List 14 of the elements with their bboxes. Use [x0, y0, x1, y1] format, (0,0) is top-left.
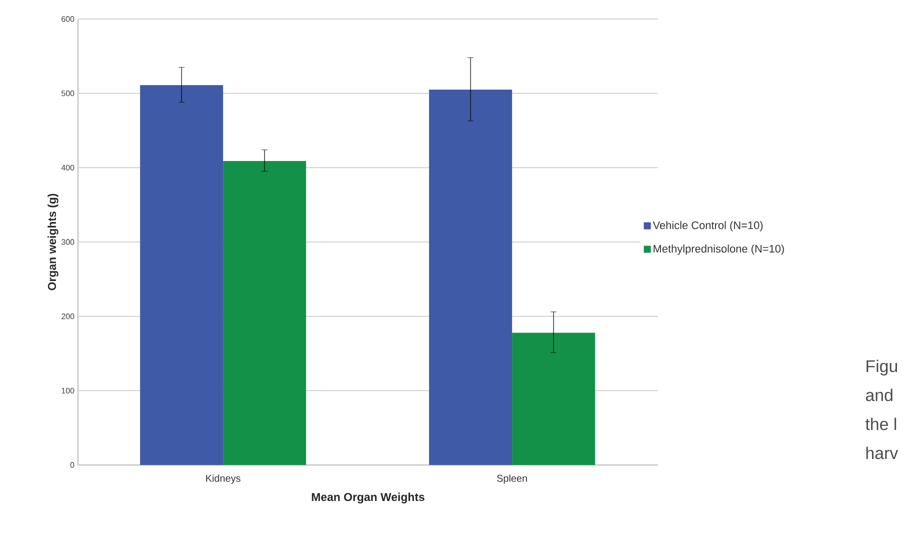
x-tick-label: Spleen [497, 474, 527, 484]
bar [140, 85, 224, 465]
bar [429, 90, 512, 465]
legend-label: Vehicle Control (N=10) [652, 221, 763, 232]
x-tick-label: Kidneys [206, 474, 240, 484]
text: the l [865, 418, 896, 430]
x-axis-title: Mean Organ Weights [312, 492, 424, 504]
text: harv [866, 446, 898, 460]
text: and [866, 388, 892, 402]
y-axis-title: Organ weights (g) [48, 194, 58, 290]
text: Figu [866, 360, 898, 376]
legend-label: Methylprednisolone (N=10) [654, 244, 784, 255]
bar [512, 332, 596, 465]
bar [223, 160, 306, 465]
